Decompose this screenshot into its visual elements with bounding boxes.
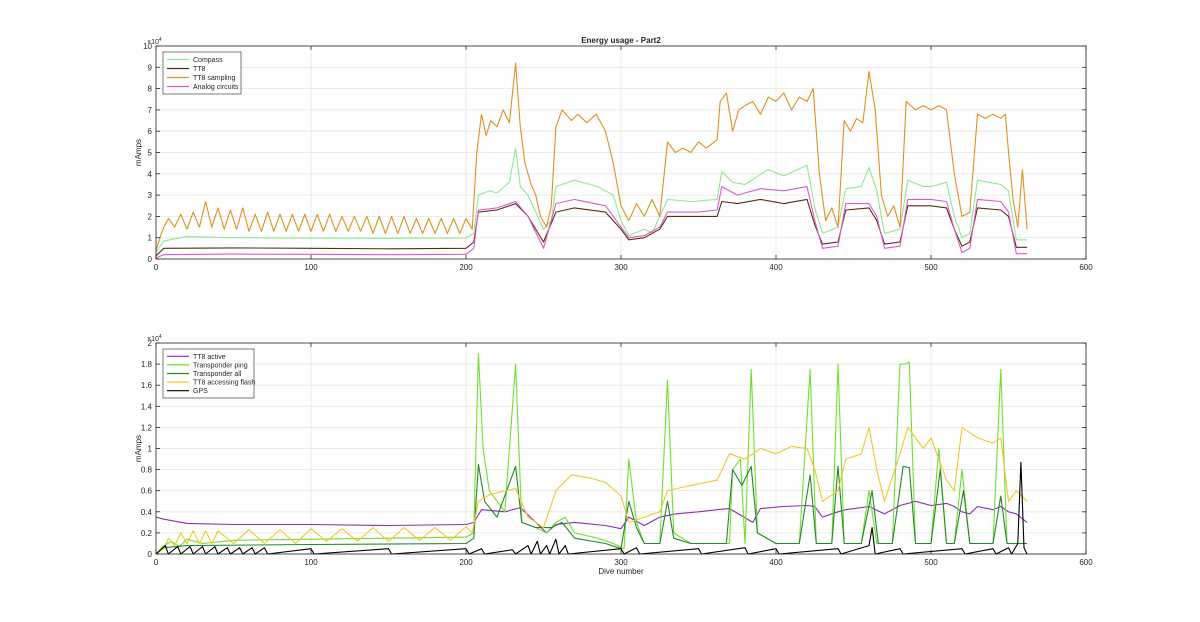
legend-entry: TT8 sampling <box>193 75 236 82</box>
x-tick-label: 100 <box>304 263 318 272</box>
y-tick-label: 0.6 <box>141 487 153 496</box>
x-tick-label: 200 <box>459 263 473 272</box>
y-tick-label: 2 <box>148 212 153 221</box>
legend-entry: Transponder all <box>193 371 242 378</box>
energy-chart-bottom: 0 100 200 300 400 500 600 0 0.2 0.4 0.6 0.8 1 1.2 1.4 1… <box>134 334 1093 576</box>
legend-entry: TT8 accessing flash <box>193 380 255 387</box>
x-tick-label: 600 <box>1079 263 1093 272</box>
series-line-compass <box>155 147 1028 253</box>
y-exponent-power: 4 <box>159 334 162 340</box>
y-axis-label: mAmps <box>134 139 143 166</box>
y-tick-label: 7 <box>148 106 153 115</box>
x-axis-label: Dive number <box>598 567 644 576</box>
y-exponent-label: ×104 <box>147 37 162 46</box>
y-tick-label: 2 <box>148 339 153 348</box>
y-tick-label: 6 <box>148 127 153 136</box>
series-line-tt8-accessing-flash <box>155 426 1028 555</box>
legend-box <box>162 348 255 399</box>
x-tick-label: 300 <box>614 558 628 567</box>
y-tick-label: 5 <box>148 149 153 158</box>
y-tick-label: 0 <box>148 255 153 264</box>
series-line-transponder-all <box>155 463 1028 555</box>
legend: Compass TT8 TT8 sampling Analog circuits <box>162 51 242 95</box>
y-tick-label: 1.6 <box>141 381 153 390</box>
x-tick-label: 0 <box>154 558 159 567</box>
x-tick-label: 400 <box>769 263 783 272</box>
x-tick-label: 300 <box>614 263 628 272</box>
series-line-gps <box>155 461 1028 555</box>
y-tick-label: 4 <box>148 170 153 179</box>
series-line-analog-circuits <box>155 186 1028 259</box>
y-tick-label: 0.2 <box>141 529 153 538</box>
y-tick-label: 8 <box>148 85 153 94</box>
legend-entry: TT8 active <box>193 354 226 361</box>
x-tick-label: 0 <box>154 263 159 272</box>
legend-entry: GPS <box>193 388 208 395</box>
series-line-tt8 <box>155 198 1028 257</box>
y-tick-label: 3 <box>148 191 153 200</box>
legend-entry: Transponder ping <box>193 362 248 369</box>
y-tick-label: 10 <box>143 42 152 51</box>
legend-entry: TT8 <box>193 66 206 73</box>
energy-chart-top: 0 100 200 300 400 500 600 0 1 2 3 4 5 6 7 8 9 10×104 Energ… <box>134 36 1093 272</box>
y-tick-label: 0.4 <box>141 508 153 517</box>
x-tick-label: 100 <box>304 558 318 567</box>
chart-title: Energy usage - Part2 <box>581 36 661 45</box>
x-tick-label: 600 <box>1079 558 1093 567</box>
y-exponent-power: 4 <box>159 37 162 43</box>
y-tick-label: 1 <box>148 234 153 243</box>
y-exponent-label: ×104 <box>147 334 162 343</box>
y-tick-label: 1.4 <box>141 402 153 411</box>
legend-entry: Compass <box>193 57 223 64</box>
y-tick-label: 1.2 <box>141 423 153 432</box>
legend-entry: Analog circuits <box>193 84 239 91</box>
x-tick-label: 500 <box>924 558 938 567</box>
y-tick-label: 1.8 <box>141 360 153 369</box>
x-tick-label: 200 <box>459 558 473 567</box>
series-line-tt8-sampling <box>155 62 1028 251</box>
x-tick-label: 500 <box>924 263 938 272</box>
y-tick-label: 0 <box>148 550 153 559</box>
y-axis-label: mAmps <box>134 435 143 462</box>
x-tick-label: 400 <box>769 558 783 567</box>
y-tick-label: 9 <box>148 63 153 72</box>
y-tick-label: 0.8 <box>141 466 153 475</box>
y-tick-label: 1 <box>148 445 153 454</box>
